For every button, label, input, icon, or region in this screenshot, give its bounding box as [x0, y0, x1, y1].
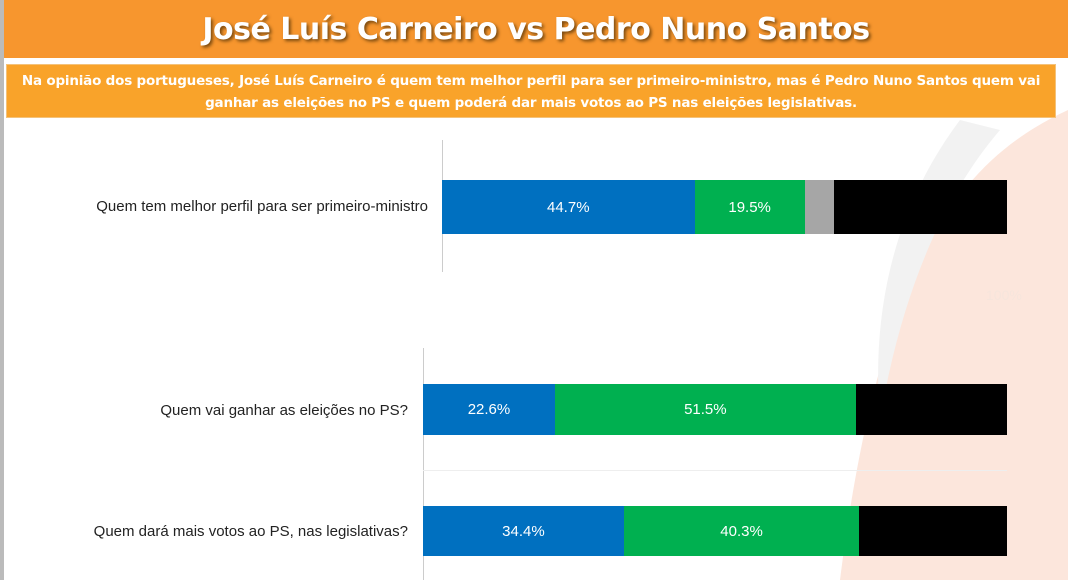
stacked-bar-0: 44.7% 19.5%	[442, 180, 1007, 234]
data-label: 22.6%	[467, 401, 511, 418]
bar-segment-pedro-nuno-santos: 40.3%	[623, 506, 860, 556]
category-label-0: Quem tem melhor perfil para ser primeiro…	[96, 198, 428, 215]
category-label-2: Quem dará mais votos ao PS, nas legislat…	[93, 523, 408, 540]
gridline	[423, 470, 1007, 471]
stacked-bar-2: 34.4% 40.3%	[423, 506, 1007, 556]
bar-segment-ns-nr	[833, 180, 1007, 234]
axis-line-2	[423, 348, 424, 580]
bar-segment-jos-lu-s-carneiro: 44.7%	[442, 180, 695, 234]
page-title: José Luís Carneiro vs Pedro Nuno Santos	[4, 0, 1068, 58]
bar-segment-pedro-nuno-santos: 51.5%	[554, 384, 856, 435]
bar-segment-outro	[804, 180, 834, 234]
category-label-1: Quem vai ganhar as eleições no PS?	[160, 402, 408, 419]
stacked-bar-1: 22.6% 51.5%	[423, 384, 1007, 435]
bar-segment-jos-lu-s-carneiro: 22.6%	[423, 384, 555, 435]
data-label: 19.5%	[728, 198, 771, 216]
bar-segment-ns-nr	[859, 506, 1007, 556]
subtitle-banner: Na opinião dos portugueses, José Luís Ca…	[6, 64, 1056, 118]
data-label: 40.3%	[720, 522, 763, 540]
data-label: 34.4%	[502, 522, 545, 540]
bar-segment-jos-lu-s-carneiro: 34.4%	[423, 506, 624, 556]
data-label: 44.7%	[547, 198, 590, 216]
bar-segment-pedro-nuno-santos: 19.5%	[694, 180, 805, 234]
data-label: 51.5%	[684, 401, 727, 418]
bar-segment-ns-nr	[855, 384, 1007, 435]
tick-label-100: 100%	[986, 287, 1022, 303]
